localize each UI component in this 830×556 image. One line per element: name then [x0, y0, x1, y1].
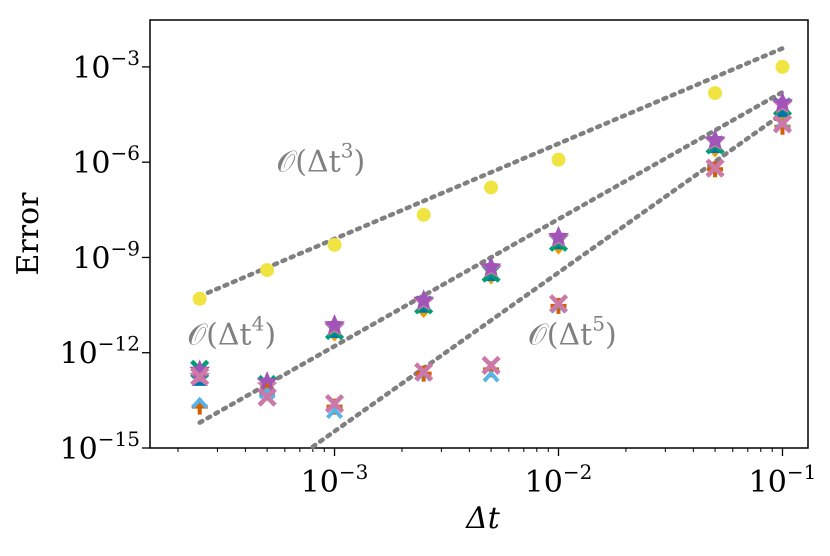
x-tick-label: 10−2: [525, 460, 593, 500]
y-tick-label: 10−6: [72, 141, 140, 181]
data-point-order-4-e: [413, 289, 435, 310]
data-point-order-3: [416, 207, 431, 222]
data-point-order-3: [775, 59, 790, 74]
y-axis-title: Error: [11, 192, 46, 276]
axis-ticks: 10−3 10−2 10−1 10−3 10−6 10−9 10−12 10−15: [60, 46, 817, 500]
data-point-order-4-e: [704, 128, 726, 149]
data-point-order-5-c: [414, 362, 434, 382]
data-point-order-5-b: [191, 396, 209, 409]
data-point-order-5-b: [482, 370, 500, 383]
data-point-order-3: [327, 237, 342, 252]
data-point-order-3: [260, 263, 275, 278]
data-point-order-4-e: [256, 370, 278, 391]
data-point-order-3: [551, 152, 566, 167]
y-tick-label: 10−3: [72, 46, 140, 86]
y-tick-label: 10−9: [72, 236, 140, 276]
data-point-order-5-c: [324, 394, 345, 414]
y-tick-label: 10−12: [60, 332, 140, 372]
data-point-order-3: [484, 180, 499, 195]
data-point-order-4-e: [548, 225, 569, 246]
x-axis-title: Δt: [465, 501, 501, 536]
reference-line-order-5: [310, 111, 785, 449]
data-point-order-4-e: [772, 91, 793, 112]
x-tick-label: 10−1: [749, 460, 817, 500]
data-point-order-5-c: [772, 114, 793, 134]
data-points: [189, 59, 793, 420]
data-point-order-5-c: [481, 355, 501, 375]
reference-line-label-order-5: 𝒪(Δt5): [528, 312, 617, 353]
data-point-order-5-b: [326, 406, 344, 420]
data-point-order-5-c: [190, 366, 210, 386]
reference-lines: [197, 46, 785, 449]
reference-line-labels: 𝒪(Δt3) 𝒪(Δt4) 𝒪(Δt5): [187, 139, 616, 353]
reference-line-label-order-3: 𝒪(Δt3): [276, 139, 365, 180]
y-tick-label: 10−15: [60, 427, 140, 467]
reference-line-order-3: [197, 46, 785, 299]
axes-frame: [149, 19, 809, 449]
data-point-order-5-c: [705, 158, 725, 178]
data-point-order-4-e: [324, 313, 345, 334]
plot-area-frame: [149, 19, 809, 449]
reference-line-label-order-4: 𝒪(Δt4): [187, 312, 276, 353]
data-point-order-5-c: [548, 294, 569, 314]
data-point-order-4-e: [480, 256, 502, 276]
x-tick-label: 10−3: [301, 460, 369, 500]
data-point-order-3: [708, 86, 723, 101]
data-point-order-3: [192, 291, 207, 306]
data-point-order-5-c: [257, 387, 277, 407]
